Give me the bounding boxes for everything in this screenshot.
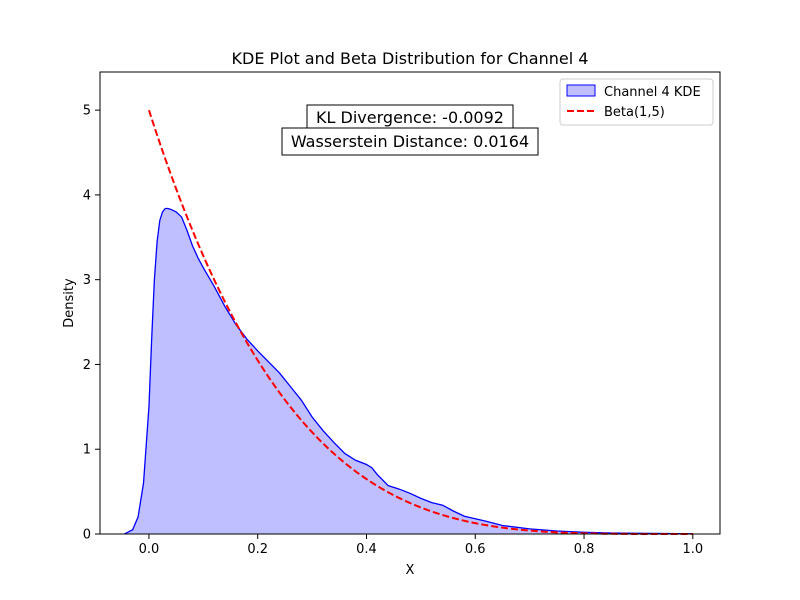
legend-label-beta: Beta(1,5) (604, 105, 665, 120)
x-tick-label: 0.2 (247, 542, 268, 557)
y-tick-label: 2 (83, 358, 91, 373)
annotation-kl-divergence: KL Divergence: -0.0092 (316, 108, 504, 127)
chart-title: KDE Plot and Beta Distribution for Chann… (232, 49, 589, 68)
x-axis-ticks: 0.0 0.2 0.4 0.6 0.8 1.0 (139, 534, 703, 557)
legend: Channel 4 KDE Beta(1,5) (559, 78, 714, 126)
x-tick-label: 0.6 (465, 542, 486, 557)
y-tick-label: 4 (83, 188, 91, 203)
y-axis-ticks: 0 1 2 3 4 5 (83, 104, 100, 543)
kde-line (124, 207, 693, 535)
x-tick-label: 1.0 (682, 542, 703, 557)
x-tick-label: 0.8 (574, 542, 595, 557)
y-tick-label: 5 (83, 104, 91, 119)
legend-box (559, 78, 714, 126)
y-axis-label: Density (62, 278, 77, 328)
y-tick-label: 0 (83, 528, 91, 543)
x-tick-label: 0.0 (139, 542, 160, 557)
y-tick-label: 3 (83, 273, 91, 288)
x-tick-label: 0.4 (356, 542, 377, 557)
kde-area-fill (124, 208, 693, 535)
annotation-box-wasserstein (281, 127, 539, 156)
annotation-group: KL Divergence: -0.0092 Wasserstein Dista… (281, 104, 539, 156)
legend-swatch-kde (566, 84, 596, 97)
x-axis-label: X (406, 563, 415, 578)
annotation-box-kl (306, 104, 514, 130)
legend-label-kde: Channel 4 KDE (604, 85, 701, 100)
y-tick-label: 1 (83, 443, 91, 458)
axes-frame (99, 71, 721, 535)
annotation-wasserstein-distance: Wasserstein Distance: 0.0164 (291, 132, 529, 151)
